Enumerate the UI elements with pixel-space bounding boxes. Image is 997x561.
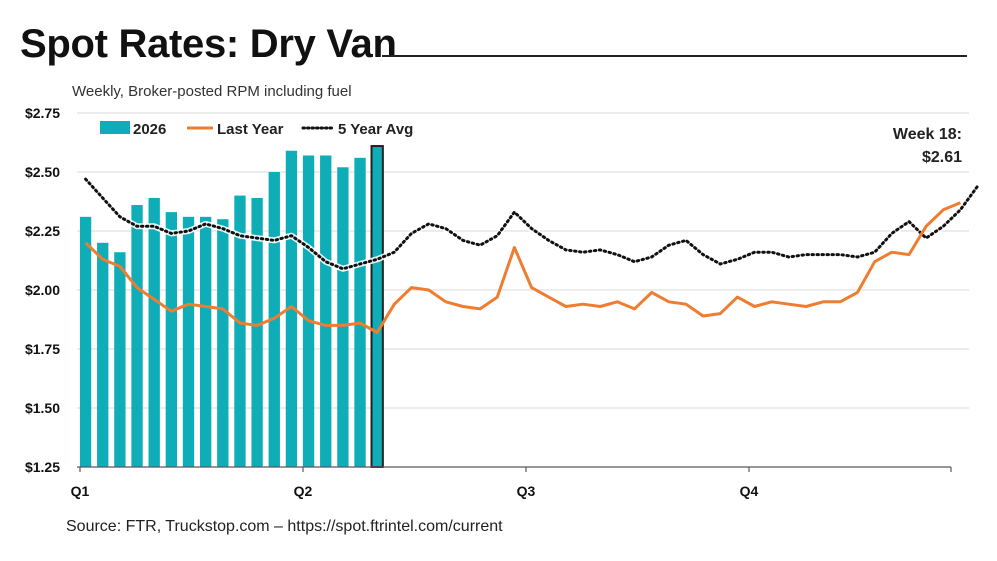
x-tick-label: Q4	[740, 483, 759, 499]
bar	[285, 150, 298, 467]
y-axis-ticks: $1.25 $1.50 $1.75 $2.00 $2.25 $2.50 $2.75	[25, 105, 60, 475]
bar	[165, 212, 178, 467]
bar-series-2026	[79, 145, 384, 468]
source-note: Source: FTR, Truckstop.com – https://spo…	[66, 518, 503, 535]
x-axis: Q1 Q2 Q3 Q4	[71, 466, 952, 499]
annotation-line-2: $2.61	[922, 149, 962, 166]
annotation: Week 18: $2.61	[893, 126, 962, 166]
page-title: Spot Rates: Dry Van	[20, 22, 397, 66]
bar	[97, 242, 109, 467]
bar	[182, 216, 195, 467]
title-rule	[382, 55, 967, 57]
y-tick-label: $1.50	[25, 400, 60, 416]
bar	[320, 155, 332, 468]
bar-highlighted	[370, 145, 384, 468]
y-tick-label: $2.00	[25, 282, 60, 298]
legend: 2026 Last Year 5 Year Avg	[100, 121, 413, 138]
x-tick-label: Q2	[294, 483, 313, 499]
y-tick-label: $2.25	[25, 223, 60, 239]
legend-swatch-2026	[100, 121, 130, 134]
line-series	[83, 177, 981, 334]
last-year-line	[84, 201, 961, 334]
bar	[199, 216, 212, 467]
avg-line	[84, 177, 980, 271]
bar	[217, 219, 229, 467]
bar	[354, 157, 366, 467]
bar	[148, 197, 160, 467]
y-tick-label: $2.50	[25, 164, 60, 180]
y-tick-label: $2.75	[25, 105, 60, 121]
legend-label-last-year: Last Year	[217, 121, 284, 138]
annotation-line-1: Week 18:	[893, 126, 962, 143]
bar	[114, 252, 126, 467]
bar	[131, 205, 143, 468]
bar	[251, 197, 263, 467]
x-tick-label: Q3	[517, 483, 536, 499]
bar	[337, 167, 349, 467]
chart-subtitle: Weekly, Broker-posted RPM including fuel	[72, 83, 352, 100]
bar	[234, 195, 246, 467]
legend-label-2026: 2026	[133, 121, 166, 138]
x-tick-label: Q1	[71, 483, 90, 499]
bar	[302, 155, 315, 468]
y-tick-label: $1.75	[25, 341, 60, 357]
bar	[79, 216, 92, 467]
legend-label-5yr-avg: 5 Year Avg	[338, 121, 413, 138]
y-tick-label: $1.25	[25, 459, 60, 475]
